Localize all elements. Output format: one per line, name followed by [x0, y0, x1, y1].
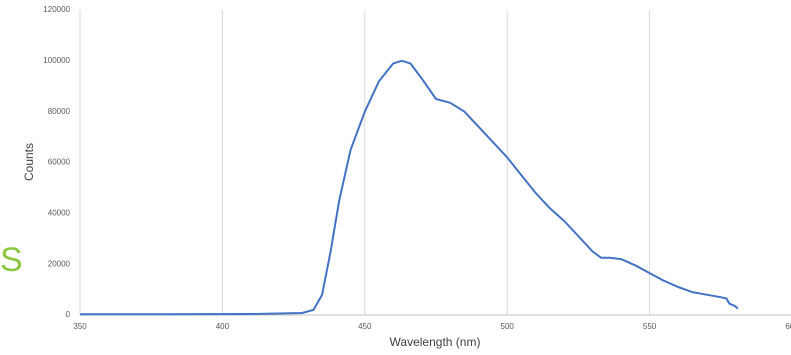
- y-tick-label: 20000: [48, 259, 71, 268]
- y-tick-label: 60000: [48, 158, 71, 167]
- y-tick-label: 0: [66, 310, 71, 319]
- x-tick-label: 600: [785, 322, 791, 331]
- x-tick-label: 350: [73, 322, 87, 331]
- x-tick-label: 400: [216, 322, 230, 331]
- y-axis-title: Counts: [22, 143, 36, 181]
- y-tick-label: 80000: [48, 107, 71, 116]
- y-tick-label: 120000: [43, 5, 70, 14]
- x-tick-label: 550: [643, 322, 657, 331]
- overlay-text: S: [0, 241, 23, 279]
- line-series: [80, 59, 739, 316]
- y-tick-label: 40000: [48, 208, 71, 217]
- x-tick-label: 500: [501, 322, 515, 331]
- x-tick-label: 450: [358, 322, 372, 331]
- x-axis-title: Wavelength (nm): [390, 335, 481, 349]
- y-tick-label: 100000: [43, 56, 70, 65]
